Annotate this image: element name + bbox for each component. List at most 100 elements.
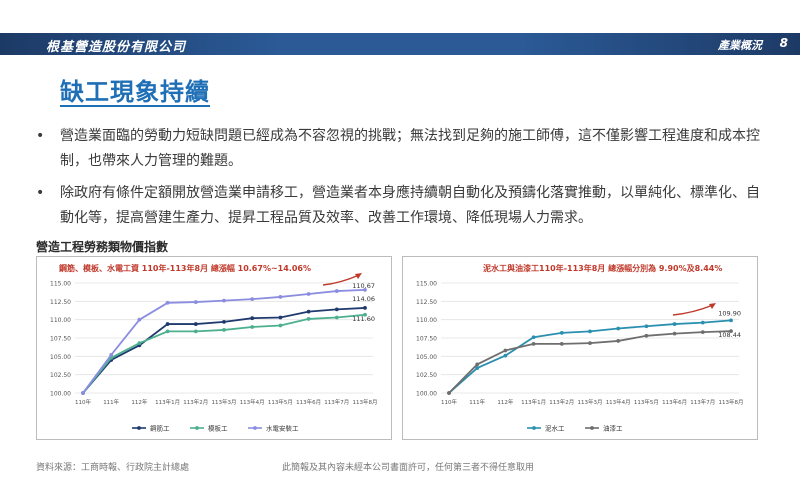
series-line [82, 288, 366, 394]
page-title: 缺工現象持續 [60, 78, 210, 106]
y-tick-label: 110.00 [50, 317, 71, 324]
data-point [531, 341, 536, 346]
data-point [729, 329, 733, 334]
y-tick-label: 100.00 [416, 391, 437, 398]
data-point [193, 329, 198, 334]
header-bar: 根基營造股份有限公司 產業概況 8 [0, 33, 800, 55]
x-tick-label: 111年 [469, 398, 485, 406]
data-point [363, 312, 367, 317]
legend-label: 模板工 [208, 424, 228, 433]
data-point [165, 329, 170, 334]
legend-label: 水電安裝工 [266, 424, 299, 433]
legend-marker-icon [590, 426, 594, 430]
x-tick-label: 113年3月 [578, 398, 603, 406]
x-tick-label: 113年4月 [606, 398, 631, 406]
data-point [193, 322, 198, 326]
page-number: 8 [779, 36, 788, 50]
data-point [531, 335, 536, 340]
series-line [82, 313, 366, 394]
y-tick-label: 115.00 [416, 281, 437, 288]
x-tick-label: 113年1月 [521, 398, 546, 406]
data-point [475, 366, 480, 370]
data-point [588, 341, 592, 346]
data-point [193, 300, 198, 304]
legend-label: 油漆工 [603, 424, 623, 433]
data-point [475, 362, 480, 367]
x-tick-label: 113年5月 [268, 398, 293, 406]
chart-panel-left: 鋼筋、模板、水電工資 110年-113年8月 總漲幅 10.67%~14.06%… [36, 256, 392, 440]
legend-marker-icon [137, 426, 141, 430]
bullet-dot-icon: • [36, 128, 45, 144]
x-tick-label: 111年 [103, 398, 119, 406]
chart-panel-right: 泥水工與油漆工110年-113年8月 總漲幅分別為 9.90%及8.44% 100… [402, 256, 758, 440]
legend-marker-icon [253, 426, 257, 430]
legend-marker-icon [195, 426, 199, 430]
end-value-label: 108.44 [718, 331, 741, 339]
data-point [222, 328, 226, 332]
data-point [306, 309, 311, 314]
trend-arrow-icon [322, 274, 360, 286]
data-point [559, 341, 564, 346]
chart-annotation: 鋼筋、模板、水電工資 110年-113年8月 總漲幅 10.67%~14.06% [58, 263, 311, 273]
x-tick-label: 112年 [131, 398, 147, 406]
company-name: 根基營造股份有限公司 [46, 40, 187, 55]
x-tick-label: 113年1月 [155, 398, 180, 406]
bullet-item: • 營造業面臨的勞動力短缺問題已經成為不容忽視的挑戰；無法找到足夠的施工師傅，這… [36, 124, 766, 174]
x-tick-label: 113年6月 [662, 398, 687, 406]
data-point [503, 353, 508, 358]
data-point [700, 320, 705, 325]
data-point [222, 298, 226, 303]
data-point [334, 307, 339, 312]
trend-arrow-icon [672, 304, 714, 316]
chart-annotation: 泥水工與油漆工110年-113年8月 總漲幅分別為 9.90%及8.44% [483, 263, 722, 273]
y-tick-label: 110.00 [416, 317, 437, 324]
data-point [306, 292, 311, 296]
y-tick-label: 107.50 [416, 336, 437, 343]
end-value-label: 114.06 [352, 295, 375, 303]
bullet-dot-icon: • [36, 185, 45, 201]
x-tick-label: 113年5月 [634, 398, 659, 406]
data-point [250, 325, 255, 329]
data-point [672, 331, 677, 336]
y-tick-label: 112.50 [50, 299, 71, 306]
data-point [137, 317, 142, 322]
y-tick-label: 105.00 [50, 354, 71, 361]
data-point [165, 300, 170, 305]
x-tick-label: 110年 [441, 398, 457, 406]
data-point [363, 287, 367, 292]
data-point [616, 326, 621, 331]
bullet-text: 除政府有條件定額開放營造業申請移工，營造業者本身應持續朝自動化及預鑄化落實推動，… [60, 185, 760, 226]
x-tick-label: 113年7月 [324, 398, 349, 406]
x-tick-label: 113年6月 [296, 398, 321, 406]
data-point [109, 352, 114, 357]
y-tick-label: 102.50 [50, 372, 71, 379]
legend-marker-icon [532, 426, 536, 430]
footer-notice: 此簡報及其內容未經本公司書面許可，任何第三者不得任意取用 [282, 463, 535, 473]
bullet-list: • 營造業面臨的勞動力短缺問題已經成為不容忽視的挑戰；無法找到足夠的施工師傅，這… [36, 124, 766, 238]
section-name: 產業概況 [718, 39, 762, 52]
data-point [644, 324, 649, 329]
bullet-item: • 除政府有條件定額開放營造業申請移工，營造業者本身應持續朝自動化及預鑄化落實推… [36, 181, 766, 231]
data-point [672, 322, 677, 326]
y-tick-label: 105.00 [416, 354, 437, 361]
data-point [278, 315, 283, 320]
data-point [165, 322, 170, 326]
x-tick-label: 113年8月 [719, 398, 744, 406]
x-tick-label: 113年8月 [353, 398, 378, 406]
data-point [503, 348, 508, 353]
bullet-text: 營造業面臨的勞動力短缺問題已經成為不容忽視的挑戰；無法找到足夠的施工師傅，這不僅… [60, 128, 760, 169]
data-point [334, 289, 339, 293]
x-tick-label: 113年3月 [212, 398, 237, 406]
x-tick-label: 113年2月 [183, 398, 208, 406]
y-tick-label: 100.00 [50, 391, 71, 398]
data-point [644, 333, 649, 338]
data-point [588, 329, 592, 334]
legend-label: 鋼筋工 [150, 424, 170, 433]
data-point [81, 391, 85, 395]
trend-arrow-head-icon [355, 273, 362, 279]
end-value-label: 110.67 [352, 282, 375, 290]
data-point [306, 317, 311, 321]
data-point [729, 318, 733, 323]
y-tick-label: 112.50 [416, 299, 437, 306]
end-value-label: 111.60 [352, 315, 375, 323]
